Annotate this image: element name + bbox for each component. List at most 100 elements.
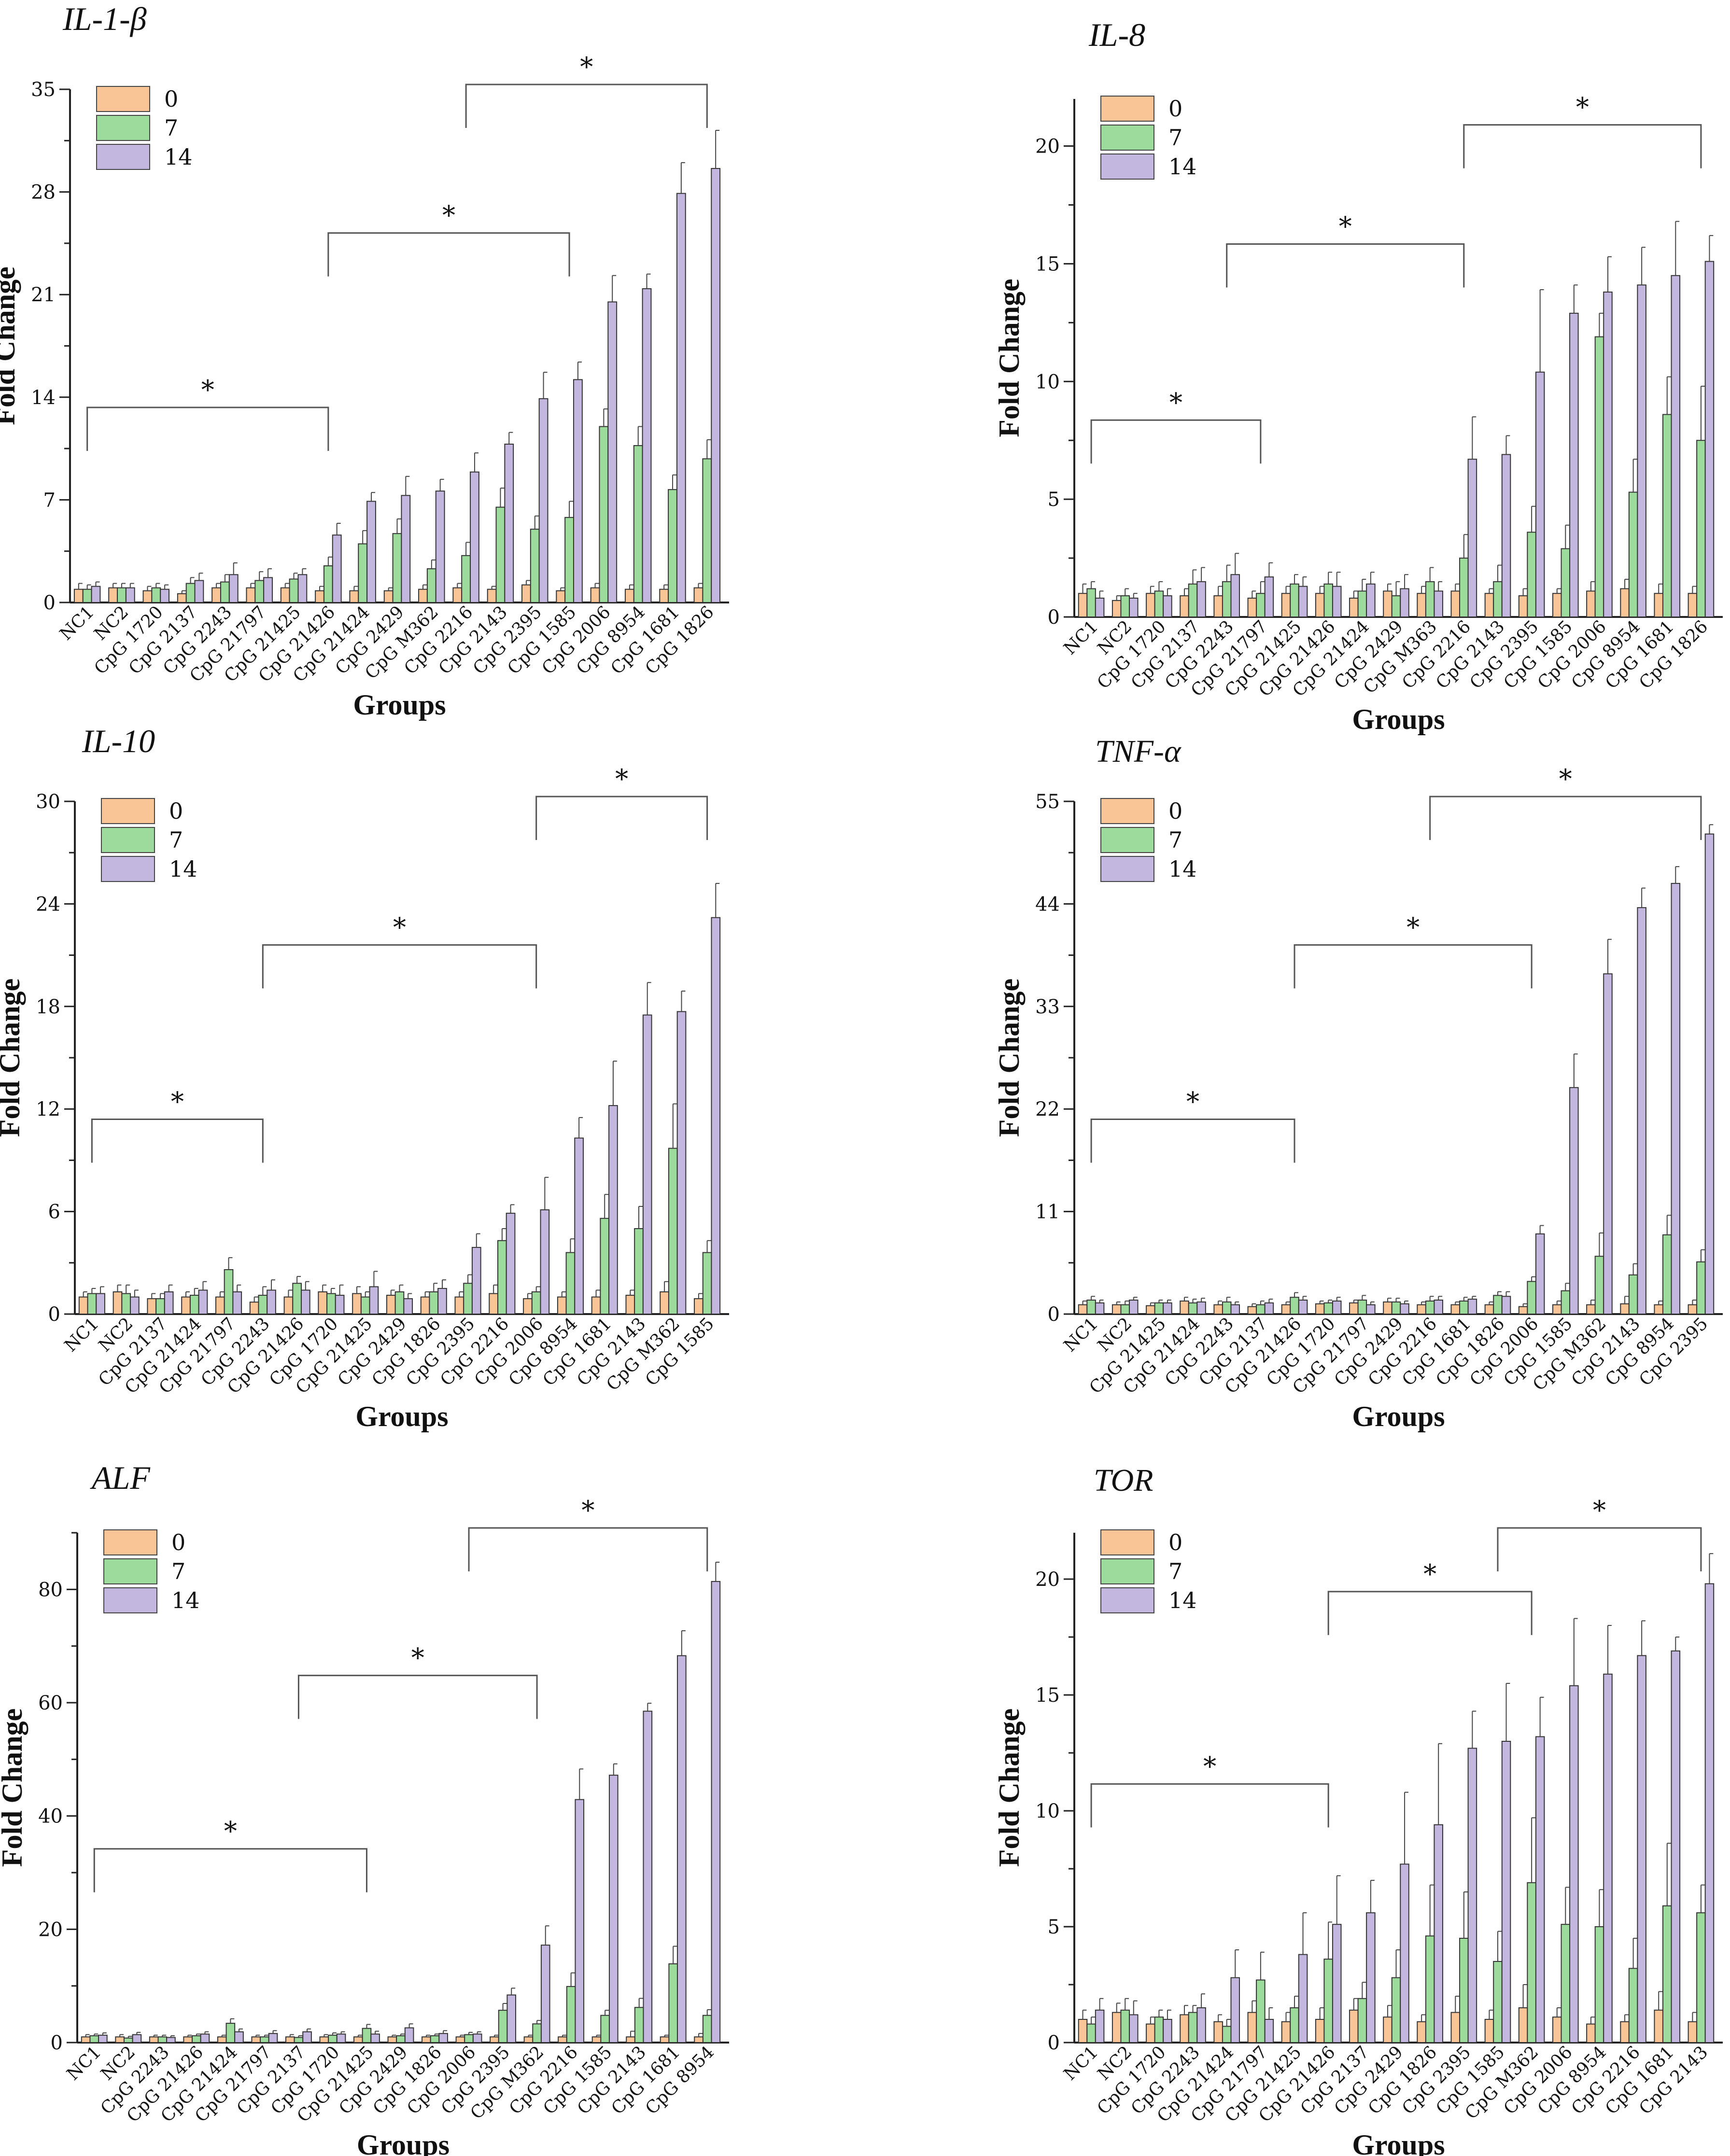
bar: [1467, 459, 1477, 617]
bar: [1180, 595, 1189, 617]
legend-label: 7: [1168, 1558, 1182, 1584]
bar: [366, 501, 376, 603]
x-tick-label: NC1: [63, 2042, 105, 2084]
bar: [591, 2036, 602, 2043]
x-tick-label: NC1: [1060, 1314, 1102, 1356]
legend-swatch: [103, 1558, 157, 1584]
y-tick-label: 15: [1035, 253, 1060, 275]
legend-label: 14: [1168, 154, 1197, 180]
bar: [1704, 1583, 1715, 2044]
bar: [125, 587, 135, 603]
bar: [573, 379, 583, 603]
legend-swatch: [96, 115, 150, 141]
significance-star: *: [1407, 912, 1420, 942]
bar: [1501, 1296, 1511, 1315]
bar: [1654, 1304, 1663, 1315]
bar: [495, 506, 506, 603]
y-tick-label: 6: [48, 1201, 60, 1223]
bar: [608, 1105, 618, 1315]
significance-star: *: [581, 1495, 594, 1526]
bar: [1247, 1306, 1257, 1315]
legend-swatch: [1100, 827, 1154, 853]
bar: [383, 590, 394, 603]
significance-bracket: [1463, 124, 1702, 168]
bar: [1425, 581, 1435, 618]
bar: [1264, 576, 1274, 617]
bar: [132, 2034, 142, 2043]
bar: [557, 1296, 567, 1315]
bar: [1552, 1304, 1562, 1315]
bar: [234, 2031, 244, 2043]
bar: [117, 587, 127, 603]
bar: [668, 1963, 678, 2044]
bar: [472, 2033, 482, 2043]
y-tick-label: 30: [36, 791, 60, 813]
bar: [360, 1296, 370, 1315]
bar: [1400, 1863, 1409, 2043]
bar: [693, 587, 703, 603]
bar: [200, 2033, 210, 2043]
bar: [1425, 1935, 1435, 2043]
bar: [1704, 833, 1715, 1315]
bar: [1146, 1305, 1155, 1315]
significance-star: *: [224, 1816, 237, 1847]
legend-swatch: [1100, 1587, 1154, 1613]
bar: [1450, 2012, 1461, 2044]
significance-star: *: [201, 375, 214, 405]
bar: [521, 584, 531, 603]
y-tick-label: 7: [43, 489, 56, 511]
bar: [1281, 593, 1291, 618]
significance-star: *: [393, 912, 406, 942]
bar: [702, 458, 712, 603]
bar: [1281, 1304, 1291, 1315]
bar: [1493, 1295, 1503, 1315]
significance-star: *: [1576, 92, 1589, 123]
y-tick-label: 12: [36, 1098, 60, 1120]
bar: [1603, 291, 1613, 617]
bar: [115, 2036, 125, 2043]
y-axis-title: Fold Change: [0, 979, 26, 1137]
bar: [471, 1246, 481, 1315]
bar: [1628, 1274, 1638, 1315]
bar: [318, 1291, 328, 1315]
bar: [1154, 1302, 1164, 1315]
bar: [181, 1296, 191, 1315]
significance-bracket: [468, 1527, 708, 1571]
bar: [1298, 1300, 1308, 1315]
bar: [523, 1298, 533, 1315]
bar: [160, 588, 170, 603]
bar: [251, 2036, 261, 2043]
bar: [1196, 1301, 1206, 1315]
bar: [130, 1296, 140, 1315]
bar: [532, 2023, 542, 2043]
significance-star: *: [1593, 1495, 1606, 1526]
bar: [215, 1296, 225, 1315]
bar: [1180, 2014, 1189, 2043]
bar: [660, 2036, 670, 2043]
bar: [1425, 1300, 1435, 1315]
y-tick-label: 10: [1035, 371, 1060, 393]
bar: [1637, 1655, 1646, 2043]
bar: [1247, 2012, 1257, 2044]
bar: [1434, 1824, 1443, 2044]
bar: [211, 587, 222, 603]
bar: [1349, 2009, 1359, 2043]
bar: [1603, 1673, 1613, 2044]
bar: [556, 590, 566, 603]
bar: [1349, 1302, 1359, 1315]
bar: [455, 2036, 465, 2043]
bar: [1163, 595, 1172, 617]
chart-title: TOR: [1094, 1463, 1153, 1498]
bar: [403, 1298, 413, 1315]
bar: [694, 1298, 703, 1315]
bar: [401, 495, 411, 603]
bar: [1154, 590, 1164, 617]
bar: [1349, 597, 1359, 617]
bar: [1662, 1234, 1672, 1315]
bar: [1671, 275, 1681, 617]
bar: [1357, 1998, 1367, 2043]
bar: [1222, 581, 1232, 618]
legend-label: 0: [1168, 96, 1182, 122]
